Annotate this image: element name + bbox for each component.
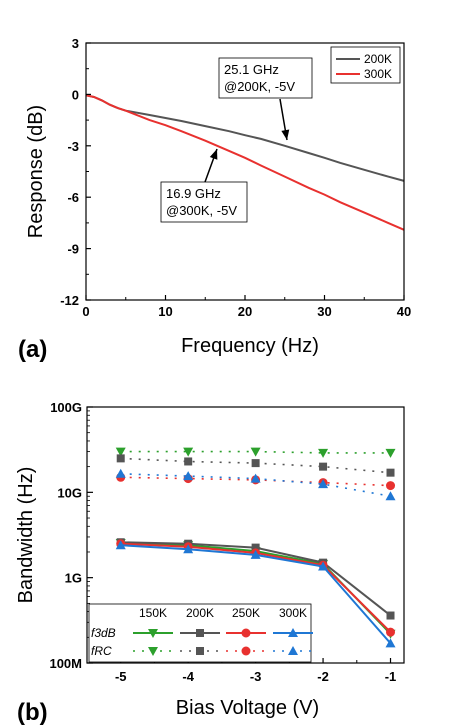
legend-marker-frc-200K: [196, 647, 204, 655]
data-point-fRC-200K: [319, 462, 328, 471]
data-point-f3dB-200K: [386, 611, 395, 620]
legend-box: [330, 46, 401, 84]
data-point-fRC-300K: [250, 473, 261, 483]
y-axis-label: Response (dB): [25, 105, 47, 238]
legend-column-label: 200K: [186, 606, 214, 620]
legend-marker-f3db-250K: [241, 628, 251, 638]
data-point-fRC-250K: [386, 481, 396, 491]
x-axis-label: Frequency (Hz): [181, 335, 319, 357]
y-tick-label: 100M: [49, 656, 82, 671]
x-tick-label: -1: [385, 669, 397, 684]
x-tick-label: 0: [82, 304, 89, 319]
data-point-f3dB-300K: [385, 638, 396, 648]
series-line-fRC-200K: [120, 457, 391, 474]
annotation-text: @200K, -5V: [224, 79, 295, 94]
legend-column-label: 250K: [232, 606, 260, 620]
data-point-fRC-150K: [318, 448, 329, 458]
series-line-fRC-150K: [120, 450, 391, 454]
panel-label-a: (a): [18, 336, 47, 363]
y-tick-label: 10G: [57, 485, 82, 500]
y-tick-label: -9: [67, 242, 79, 257]
data-point-f3dB-300K: [318, 561, 329, 571]
data-point-fRC-300K: [385, 491, 396, 501]
annotation-text: 25.1 GHz: [224, 62, 279, 77]
data-point-fRC-150K: [250, 447, 261, 457]
legend-label-300K: 300K: [364, 67, 392, 81]
legend-marker-frc-300K: [288, 646, 298, 655]
data-point-f3dB-300K: [115, 540, 126, 550]
annotation-arrow-head: [209, 149, 218, 160]
legend-column-label: 300K: [279, 606, 307, 620]
data-point-fRC-200K: [386, 468, 395, 477]
data-point-fRC-150K: [385, 448, 396, 458]
legend-label-200K: 200K: [364, 52, 392, 66]
y-tick-label: -6: [67, 190, 79, 205]
x-tick-label: 40: [397, 304, 411, 319]
legend: 150K 200K 250K 300K f3dB fRC: [88, 603, 313, 663]
series-line-200K: [85, 94, 405, 182]
legend-row-label: fRC: [91, 644, 112, 658]
legend-marker-f3db-200K: [196, 629, 204, 637]
panel-label-b: (b): [17, 699, 48, 726]
y-tick-label: -3: [67, 139, 79, 154]
x-tick-label: 20: [238, 304, 252, 319]
legend-marker-frc-150K: [148, 647, 158, 656]
x-tick-label: 30: [317, 304, 331, 319]
series-line-fRC-250K: [120, 476, 391, 487]
x-tick-label: -3: [250, 669, 262, 684]
x-tick-label: 10: [158, 304, 172, 319]
series-line-300K: [85, 94, 405, 231]
plot-frame: [86, 406, 405, 664]
data-point-f3dB-200K: [251, 543, 260, 552]
legend-row-label: f3dB: [91, 626, 116, 640]
data-point-f3dB-300K: [250, 549, 261, 559]
data-point-f3dB-250K: [386, 627, 396, 637]
legend-marker-f3db-300K: [288, 628, 298, 637]
data-point-fRC-150K: [115, 447, 126, 457]
data-point-fRC-300K: [183, 471, 194, 481]
y-tick-label: 0: [72, 87, 79, 102]
annotation-arrow-head: [281, 129, 290, 140]
data-point-fRC-200K: [116, 454, 125, 463]
data-point-fRC-200K: [184, 457, 193, 466]
data-point-fRC-150K: [183, 447, 194, 457]
data-point-fRC-300K: [115, 468, 126, 478]
y-tick-label: 1G: [65, 571, 82, 586]
y-tick-label: 3: [72, 36, 79, 51]
x-axis-label: Bias Voltage (V): [176, 697, 319, 719]
series-line-fRC-300K: [120, 473, 391, 497]
x-tick-label: -4: [182, 669, 194, 684]
annotation-text: 16.9 GHz: [166, 186, 221, 201]
legend-marker-frc-250K: [241, 646, 251, 656]
x-tick-label: -5: [115, 669, 127, 684]
legend-marker-f3db-150K: [148, 629, 158, 638]
annotation-box: [160, 181, 248, 223]
panel-b-chart: -5 -4 -3 -2 -1 100G 10G 1G 100M Bias Voltage (V) B…: [15, 400, 405, 726]
data-point-fRC-200K: [251, 459, 260, 468]
y-tick-label: -12: [60, 293, 79, 308]
y-axis-label: Bandwidth (Hz): [15, 467, 37, 604]
annotation-text: @300K, -5V: [166, 203, 237, 218]
y-tick-label: 100G: [50, 400, 82, 415]
legend-column-label: 150K: [139, 606, 167, 620]
x-tick-label: -2: [317, 669, 329, 684]
annotation-box: [218, 57, 313, 99]
data-point-f3dB-300K: [183, 544, 194, 554]
data-point-fRC-300K: [318, 479, 329, 489]
